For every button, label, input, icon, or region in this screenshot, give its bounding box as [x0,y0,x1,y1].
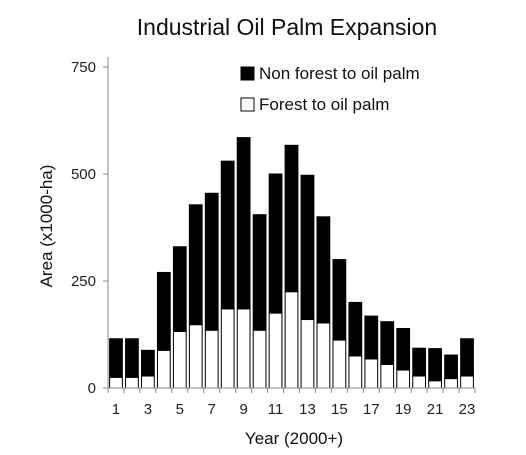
bar-non-forest-year-15 [332,259,347,341]
legend-swatch-forest [240,97,255,112]
x-tick-label: 19 [395,401,412,418]
bar-forest-year-17 [364,358,379,389]
bar-forest-year-16 [348,355,363,389]
bar-forest-year-11 [268,312,283,389]
bar-non-forest-year-3 [141,349,155,377]
bar-forest-year-2 [125,376,139,389]
axes-layer [107,57,475,389]
x-tick-label: 3 [144,401,152,418]
bar-non-forest-year-23 [460,338,474,377]
legend-swatch-non-forest [240,66,255,81]
y-axis-label: Area (x1000-ha) [37,165,56,288]
bar-non-forest-year-6 [188,204,203,326]
bar-non-forest-year-17 [364,315,379,360]
bar-forest-year-14 [316,322,331,389]
bar-non-forest-year-11 [268,173,283,314]
bar-forest-year-1 [109,376,123,389]
legend-label-forest: Forest to oil palm [259,95,389,114]
y-tick-label: 250 [71,273,96,290]
bar-forest-year-4 [156,349,171,389]
bar-non-forest-year-18 [380,321,395,365]
bar-forest-year-9 [236,308,251,389]
bar-non-forest-year-8 [220,160,235,310]
y-tick-label: 500 [71,166,96,183]
bar-non-forest-year-10 [252,214,267,331]
bar-forest-year-23 [460,375,474,389]
bar-forest-year-10 [252,329,267,389]
x-tick-label: 1 [112,401,120,418]
x-tick-label: 21 [427,401,444,418]
bar-non-forest-year-12 [284,144,299,293]
x-tick-label: 23 [459,401,476,418]
bar-non-forest-year-9 [236,137,251,310]
x-tick-label: 7 [208,401,216,418]
bar-forest-year-6 [188,324,203,389]
y-tick-label: 750 [71,59,96,76]
chart-title: Industrial Oil Palm Expansion [137,14,437,40]
x-tick-label: 9 [239,401,247,418]
y-tick-label: 0 [88,380,96,397]
bar-forest-year-5 [172,331,187,389]
bar-non-forest-year-16 [348,301,363,357]
bar-forest-year-8 [220,308,235,389]
bar-forest-year-13 [300,319,315,389]
bar-non-forest-year-21 [428,348,442,382]
bar-non-forest-year-14 [316,216,331,324]
bar-forest-year-18 [380,363,395,389]
x-axis-label: Year (2000+) [245,429,343,448]
bar-non-forest-year-22 [444,354,458,380]
bar-non-forest-year-7 [204,192,219,331]
bar-non-forest-year-5 [172,246,187,333]
bar-forest-year-22 [444,378,458,389]
legend: Non forest to oil palm Forest to oil pal… [240,64,420,114]
x-tick-label: 11 [268,401,284,418]
bar-forest-year-20 [412,375,427,389]
bar-forest-year-15 [332,339,347,389]
bar-non-forest-year-1 [109,338,123,378]
bar-non-forest-year-4 [156,271,171,351]
bar-forest-year-21 [428,380,442,389]
bars-layer [109,137,474,389]
x-tick-label: 13 [299,401,316,418]
bar-non-forest-year-19 [396,328,411,371]
x-tick-label: 5 [176,401,184,418]
x-tick-label: 15 [331,401,348,418]
bar-forest-year-7 [204,329,219,389]
x-tick-label: 17 [363,401,380,418]
bar-forest-year-12 [284,291,299,389]
legend-label-non-forest: Non forest to oil palm [259,64,420,83]
bar-forest-year-19 [396,369,411,389]
bar-non-forest-year-20 [412,347,427,377]
bar-forest-year-3 [141,375,155,389]
bar-non-forest-year-13 [300,174,315,321]
bar-non-forest-year-2 [125,338,139,378]
